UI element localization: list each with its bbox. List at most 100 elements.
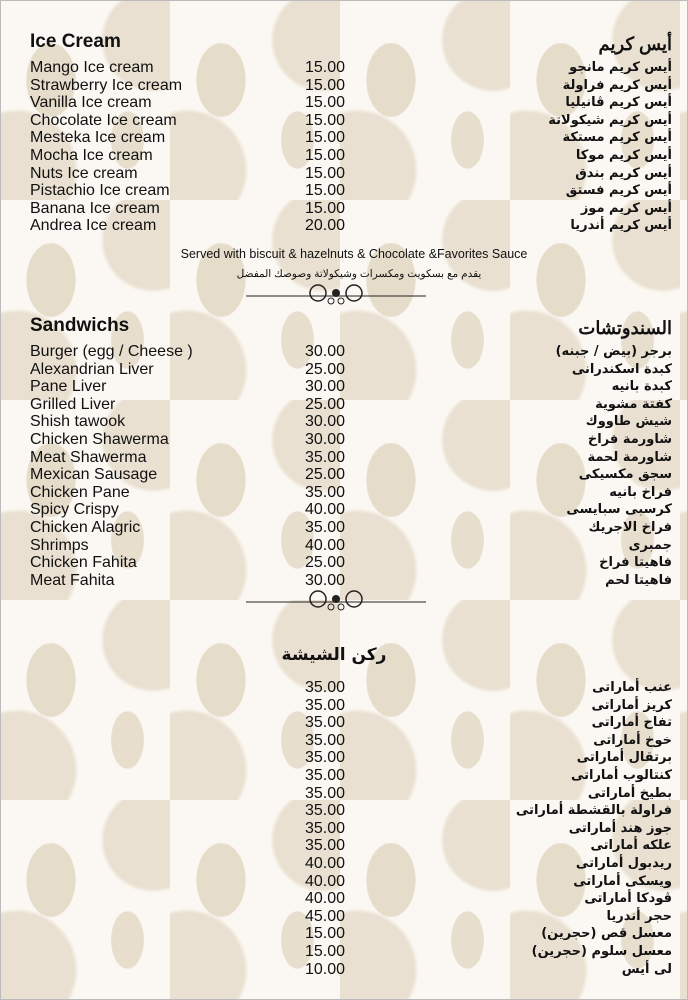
shisha-list: 35.00 عنب أماراتى 35.00 كريز أماراتى 35.00 تف… — [0, 679, 688, 978]
item-price: 45.00 — [305, 907, 346, 925]
item-price: 35.00 — [305, 448, 346, 466]
item-name-en: Shish tawook — [30, 413, 126, 431]
item-name-en: Mango Ice cream — [30, 59, 154, 76]
item-price: 40.00 — [305, 890, 346, 908]
item-name-ar: جوز هند أماراتى — [568, 820, 672, 836]
item-name-ar: كرسبى سبايسى — [566, 502, 672, 518]
item-name-ar: كبدة اسكندرانى — [571, 361, 672, 377]
menu-item: Pane Liver 30.00 كبدة بانيه — [0, 378, 688, 396]
item-price: 25.00 — [305, 554, 346, 572]
item-name-en: Alexandrian Liver — [30, 360, 154, 378]
menu-item: 35.00 فراولة بالقشطة أماراتى — [0, 802, 688, 820]
item-name-ar: أيس كريم بندق — [575, 165, 672, 181]
menu-item: 35.00 جوز هند أماراتى — [0, 820, 688, 838]
item-name-ar: فراولة بالقشطة أماراتى — [515, 803, 672, 819]
menu-item: Chicken Alagric 35.00 فراخ الاجريك — [0, 519, 688, 537]
item-name-ar: علكه أماراتى — [590, 838, 672, 854]
item-name-en: Meat Fahita — [30, 571, 115, 589]
item-name-ar: فراخ الاجريك — [588, 519, 672, 535]
sandwiches-title-en: Sandwichs — [30, 315, 130, 336]
item-price: 30.00 — [305, 343, 346, 360]
item-name-en: Chicken Shawerma — [30, 430, 169, 448]
item-name-ar: أيس كريم موز — [580, 200, 672, 216]
item-price: 20.00 — [305, 217, 346, 235]
item-price: 30.00 — [305, 430, 346, 448]
item-price: 25.00 — [305, 360, 346, 378]
item-name-en: Chicken Fahita — [30, 554, 137, 572]
menu-item: 10.00 لى أيس — [0, 961, 688, 979]
ice-cream-note-en: Served with biscuit & hazelnuts & Chocol… — [180, 247, 528, 261]
ice-cream-title-en: Ice Cream — [30, 31, 121, 52]
menu-item: 35.00 بطيخ أماراتى — [0, 785, 688, 803]
item-name-ar: أيس كريم فراولة — [562, 77, 672, 93]
item-name-ar: جمبرى — [628, 537, 672, 553]
menu-item: Andrea Ice cream 20.00 أيس كريم أندريا — [0, 217, 688, 235]
item-price: 40.00 — [305, 872, 346, 890]
item-name-ar: أيس كريم شيكولاتة — [548, 112, 672, 128]
menu-item: Strawberry Ice cream 15.00 أيس كريم فراولة — [0, 77, 688, 95]
item-name-en: Chocolate Ice cream — [30, 111, 177, 129]
menu-item: 35.00 كنتالوب أماراتى — [0, 767, 688, 785]
item-price: 35.00 — [305, 696, 346, 714]
item-name-ar: شيش طاووك — [585, 414, 672, 430]
menu-item: Grilled Liver 25.00 كفتة مشوية — [0, 396, 688, 414]
item-price: 40.00 — [305, 854, 346, 872]
item-name-ar: كنتالوب أماراتى — [570, 767, 672, 783]
sandwiches-title-ar: السندوتشات — [578, 318, 672, 338]
item-name-en: Burger (egg / Cheese ) — [30, 343, 193, 360]
menu-item: Chocolate Ice cream 15.00 أيس كريم شيكولات… — [0, 112, 688, 130]
item-price: 15.00 — [305, 182, 346, 200]
menu-item: Spicy Crispy 40.00 كرسبى سبايسى — [0, 501, 688, 519]
menu-item: Mesteka Ice cream 15.00 أيس كريم مستكة — [0, 129, 688, 147]
item-name-en: Pane Liver — [30, 378, 107, 396]
ice-cream-title-ar: أيس كريم — [598, 34, 672, 54]
item-name-ar: بطيخ أماراتى — [587, 785, 672, 801]
item-name-en: Nuts Ice cream — [30, 164, 138, 182]
sandwiches-list: Burger (egg / Cheese ) 30.00 برجر (بيض / ج… — [0, 343, 688, 589]
shisha-title-ar: ركن الشيشة — [281, 645, 387, 665]
item-name-en: Grilled Liver — [30, 395, 116, 413]
menu-item: Vanilla Ice cream 15.00 أيس كريم ڤانيليا — [0, 94, 688, 112]
menu-item: Shrimps 40.00 جمبرى — [0, 537, 688, 555]
menu-item: Alexandrian Liver 25.00 كبدة اسكندرانى — [0, 361, 688, 379]
item-name-en: Chicken Alagric — [30, 518, 141, 536]
item-price: 35.00 — [305, 837, 346, 855]
menu-item: 40.00 ويسكى أماراتى — [0, 873, 688, 891]
item-name-en: Chicken Pane — [30, 483, 130, 501]
item-price: 35.00 — [305, 766, 346, 784]
menu-item: Chicken Shawerma 30.00 شاورمة فراخ — [0, 431, 688, 449]
menu-item: 35.00 علكه أماراتى — [0, 837, 688, 855]
item-name-ar: خوخ أماراتى — [593, 732, 672, 748]
menu-item: Chicken Pane 35.00 فراخ بانيه — [0, 484, 688, 502]
item-name-ar: أيس كريم ڤانيليا — [565, 95, 672, 111]
item-price: 10.00 — [305, 960, 346, 978]
menu-item: 35.00 عنب أماراتى — [0, 679, 688, 697]
item-name-en: Mexican Sausage — [30, 466, 158, 484]
item-price: 15.00 — [305, 94, 346, 112]
item-name-ar: فراخ بانيه — [609, 484, 672, 500]
item-price: 35.00 — [305, 784, 346, 802]
item-name-en: Pistachio Ice cream — [30, 182, 170, 200]
menu-item: Mocha Ice cream 15.00 أيس كريم موكا — [0, 147, 688, 165]
item-name-ar: أيس كريم أندريا — [570, 218, 672, 234]
item-name-en: Mocha Ice cream — [30, 146, 153, 164]
item-price: 15.00 — [305, 76, 346, 94]
item-price: 15.00 — [305, 59, 346, 76]
item-name-en: Meat Shawerma — [30, 448, 147, 466]
item-price: 35.00 — [305, 819, 346, 837]
item-price: 35.00 — [305, 749, 346, 767]
item-price: 15.00 — [305, 942, 346, 960]
ice-cream-list: Mango Ice cream 15.00 أيس كريم مانجو Strawb… — [0, 59, 688, 235]
item-price: 15.00 — [305, 199, 346, 217]
item-name-ar: ويسكى أماراتى — [573, 873, 672, 889]
menu-item: 35.00 برتقال أماراتى — [0, 749, 688, 767]
item-price: 30.00 — [305, 571, 346, 589]
menu-item: Chicken Fahita 25.00 فاهيتا فراخ — [0, 554, 688, 572]
item-price: 15.00 — [305, 925, 346, 943]
item-name-ar: لى أيس — [621, 961, 672, 977]
item-name-ar: كريز أماراتى — [591, 697, 672, 713]
item-name-en: Vanilla Ice cream — [30, 94, 152, 112]
item-name-ar: أيس كريم مستكة — [562, 130, 672, 146]
menu-item: 35.00 خوخ أماراتى — [0, 732, 688, 750]
menu-item: 15.00 معسل قص (حجرين) — [0, 925, 688, 943]
